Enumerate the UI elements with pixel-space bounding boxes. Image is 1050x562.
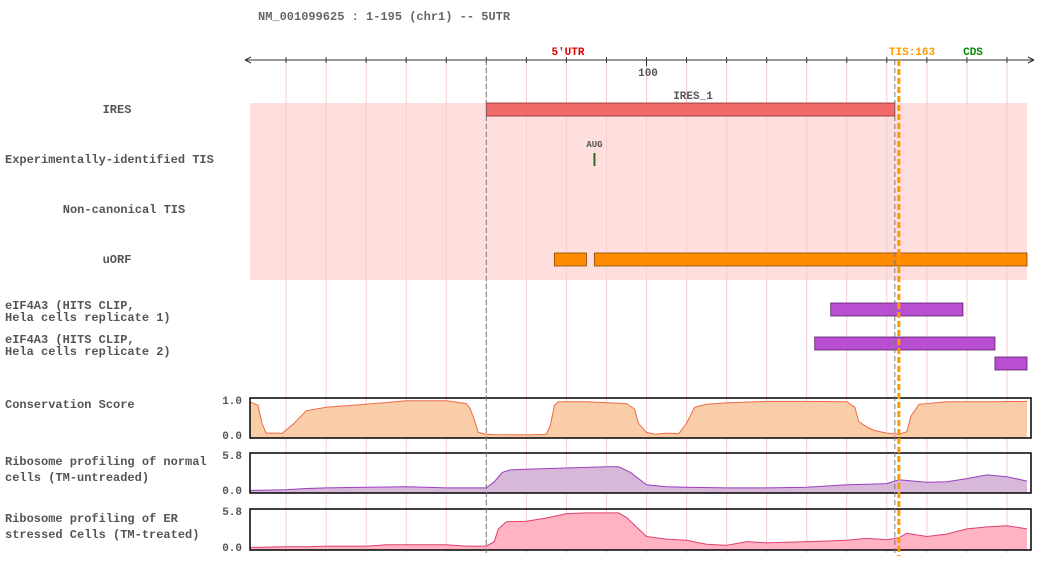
track-label-eif4a3-rep1-line2: Hela cells replicate 1) [5,311,171,325]
track-label-ribo-normal-line2: cells (TM-untreaded) [5,471,149,485]
track-label-ribo-er-line2: stressed Cells (TM-treated) [5,528,199,542]
chart-series-line [249,512,1028,548]
eif4a3-rep1-bar [830,302,964,317]
ires-feature-label: IRES_1 [673,91,713,103]
chart-area-fill [250,400,1027,438]
region-label-5utr: 5'UTR [551,47,584,59]
track-label-conservation: Conservation Score [5,398,135,412]
uorf-feature-bar [553,252,587,267]
axis-ticks [285,57,1008,66]
track-label-eif4a3-rep1-line1: eIF4A3 (HITS CLIP, [5,299,135,313]
position-axis: 100 5'UTR TIS:163 CDS [244,47,1035,80]
experimental-tis-track: AUG [586,140,603,166]
chart-frame [249,397,1032,439]
ribo-er-chart: 5.8 0.0 [222,507,1032,555]
chart-frame [249,452,1032,494]
chart-area-fill [250,466,1027,493]
uorf-feature-bar [594,252,1028,267]
y-tick-label-min: 0.0 [222,543,242,555]
track-label-uorf: uORF [103,253,132,267]
track-label-experimental-tis: Experimentally-identified TIS [5,153,214,167]
track-label-ribo-normal-line1: Ribosome profiling of normal [5,455,207,469]
position-markers [485,60,901,556]
uorf-track [553,252,1028,267]
track-label-noncanonical-tis: Non-canonical TIS [63,203,185,217]
y-tick-label-max: 5.8 [222,507,242,519]
axis-arrow-right [1027,56,1035,64]
track-label-ribo-er-line1: Ribosome profiling of ER [5,512,179,526]
eif4a3-rep1-track [830,302,964,317]
axis-arrow-left [244,56,252,64]
tis-label: TIS:163 [889,47,936,59]
eif4a3-rep2-bar [994,356,1028,371]
eif4a3-rep2-bar [814,336,996,351]
tick-label-100: 100 [638,68,658,80]
ires-track: IRES_1 [485,91,896,117]
track-label-eif4a3-rep2-line1: eIF4A3 (HITS CLIP, [5,333,135,347]
y-tick-label-max: 5.8 [222,451,242,463]
transcript-title: NM_001099625 : 1-195 (chr1) -- 5UTR [258,10,511,24]
track-label-eif4a3-rep2-line2: Hela cells replicate 2) [5,345,171,359]
y-tick-label-min: 0.0 [222,431,242,443]
ires-feature-bar [485,102,896,117]
chart-area-fill [250,512,1027,550]
y-tick-label-min: 0.0 [222,486,242,498]
chart-series-line [249,400,1028,436]
region-label-cds: CDS [963,47,983,59]
conservation-chart: 1.0 0.0 [222,396,1032,443]
ribo-normal-chart: 5.8 0.0 [222,451,1032,498]
chart-series-line [249,466,1028,491]
y-tick-label-max: 1.0 [222,396,242,408]
eif4a3-rep2-track [814,336,1028,371]
track-label-ires: IRES [103,103,132,117]
aug-label: AUG [586,140,602,150]
chart-frame [249,508,1032,551]
